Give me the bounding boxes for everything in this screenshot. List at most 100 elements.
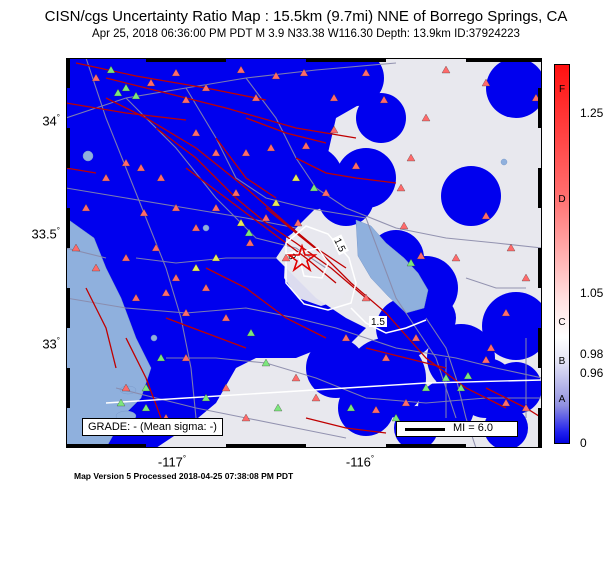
station-triangle-icon[interactable] [101,173,111,182]
station-triangle-icon[interactable] [211,203,221,212]
station-triangle-icon[interactable] [341,333,351,342]
station-triangle-icon[interactable] [121,158,131,167]
station-triangle-icon[interactable] [361,293,371,302]
station-triangle-icon[interactable] [181,95,191,104]
station-triangle-icon[interactable] [171,273,181,282]
station-triangle-icon[interactable] [271,71,281,80]
station-triangle-icon[interactable] [321,188,331,197]
station-triangle-icon[interactable] [261,213,271,222]
station-triangle-icon[interactable] [501,308,511,317]
station-triangle-icon[interactable] [416,251,426,260]
station-triangle-icon[interactable] [329,93,339,102]
station-triangle-icon[interactable] [139,208,149,217]
station-triangle-icon[interactable] [456,383,466,392]
station-triangle-icon[interactable] [211,148,221,157]
station-triangle-icon[interactable] [481,355,491,364]
station-triangle-icon[interactable] [441,373,451,382]
station-triangle-icon[interactable] [451,253,461,262]
station-triangle-icon[interactable] [71,243,81,252]
station-triangle-icon[interactable] [201,83,211,92]
station-triangle-icon[interactable] [221,313,231,322]
station-triangle-icon[interactable] [293,218,303,227]
station-triangle-icon[interactable] [201,393,211,402]
station-triangle-icon[interactable] [171,68,181,77]
station-triangle-icon[interactable] [311,393,321,402]
station-triangle-icon[interactable] [401,398,411,407]
station-triangle-icon[interactable] [141,383,151,392]
station-triangle-icon[interactable] [346,403,356,412]
station-triangle-icon[interactable] [146,78,156,87]
station-triangle-icon[interactable] [81,203,91,212]
station-triangle-icon[interactable] [271,198,281,207]
station-triangle-icon[interactable] [245,238,255,247]
station-triangle-icon[interactable] [521,273,531,282]
station-triangle-icon[interactable] [396,183,406,192]
station-triangle-icon[interactable] [236,65,246,74]
station-triangle-icon[interactable] [121,253,131,262]
station-triangle-icon[interactable] [421,383,431,392]
station-triangle-icon[interactable] [171,203,181,212]
station-triangle-icon[interactable] [231,188,241,197]
station-triangle-icon[interactable] [191,128,201,137]
station-triangle-icon[interactable] [301,141,311,150]
station-triangle-icon[interactable] [221,383,231,392]
station-triangle-icon[interactable] [371,405,381,414]
station-triangle-icon[interactable] [281,253,291,262]
station-triangle-icon[interactable] [116,398,126,407]
station-triangle-icon[interactable] [406,153,416,162]
station-triangle-icon[interactable] [441,65,451,74]
station-triangle-icon[interactable] [486,343,496,352]
station-triangle-icon[interactable] [241,413,251,422]
station-triangle-icon[interactable] [506,243,516,252]
station-triangle-icon[interactable] [481,211,491,220]
station-triangle-icon[interactable] [191,263,201,272]
grade-a: A [558,394,566,405]
station-triangle-icon[interactable] [481,78,491,87]
station-triangle-icon[interactable] [521,403,531,412]
station-triangle-icon[interactable] [246,328,256,337]
station-triangle-icon[interactable] [121,83,131,92]
station-triangle-icon[interactable] [266,143,276,152]
uncertainty-map[interactable]: 1.5 1.5 3 [66,58,542,448]
station-triangle-icon[interactable] [131,91,141,100]
station-triangle-icon[interactable] [421,113,431,122]
epicenter-star[interactable] [286,243,318,273]
station-triangle-icon[interactable] [91,73,101,82]
station-triangle-icon[interactable] [156,173,166,182]
station-triangle-icon[interactable] [191,223,201,232]
station-triangle-icon[interactable] [156,353,166,362]
station-triangle-icon[interactable] [291,173,301,182]
station-triangle-icon[interactable] [251,93,261,102]
station-triangle-icon[interactable] [309,183,319,192]
station-triangle-icon[interactable] [136,163,146,172]
station-triangle-icon[interactable] [161,288,171,297]
station-triangle-icon[interactable] [501,398,511,407]
station-triangle-icon[interactable] [106,65,116,74]
station-triangle-icon[interactable] [241,148,251,157]
station-triangle-icon[interactable] [411,333,421,342]
station-triangle-icon[interactable] [261,358,271,367]
station-triangle-icon[interactable] [113,88,123,97]
station-triangle-icon[interactable] [406,258,416,267]
station-triangle-icon[interactable] [361,68,371,77]
station-triangle-icon[interactable] [273,403,283,412]
station-triangle-icon[interactable] [379,95,389,104]
station-triangle-icon[interactable] [181,353,191,362]
station-triangle-icon[interactable] [211,253,221,262]
station-triangle-icon[interactable] [121,383,131,392]
station-triangle-icon[interactable] [201,283,211,292]
station-triangle-icon[interactable] [244,228,254,237]
station-triangle-icon[interactable] [151,243,161,252]
station-triangle-icon[interactable] [381,353,391,362]
station-triangle-icon[interactable] [299,68,309,77]
station-triangle-icon[interactable] [131,293,141,302]
station-triangle-icon[interactable] [291,373,301,382]
station-triangle-icon[interactable] [236,218,246,227]
station-triangle-icon[interactable] [181,308,191,317]
station-triangle-icon[interactable] [463,371,473,380]
station-triangle-icon[interactable] [329,125,339,134]
station-triangle-icon[interactable] [399,221,409,230]
station-triangle-icon[interactable] [351,161,361,170]
station-triangle-icon[interactable] [91,263,101,272]
station-triangle-icon[interactable] [141,403,151,412]
